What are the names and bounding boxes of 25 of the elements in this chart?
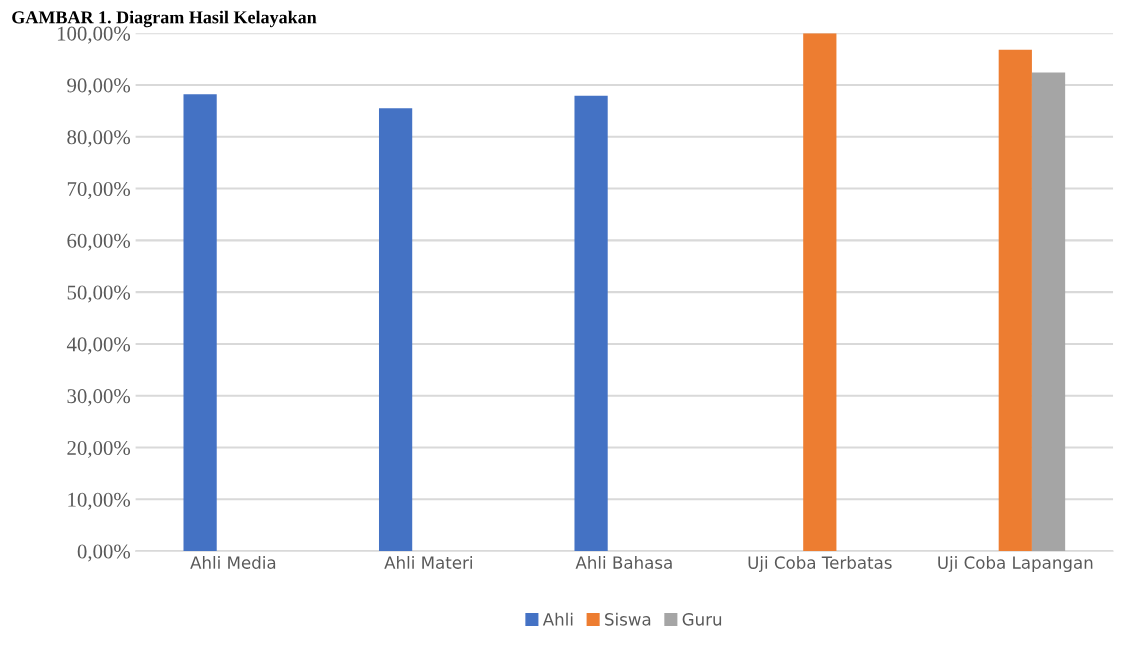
x-tick-label: Ahli Bahasa xyxy=(575,555,672,569)
y-tick-label: 60,00% xyxy=(67,233,131,251)
legend-label: Siswa xyxy=(605,612,651,626)
y-tick-label: 30,00% xyxy=(67,389,131,407)
y-tick-label: 50,00% xyxy=(67,285,131,303)
y-tick-label: 70,00% xyxy=(67,181,131,200)
bar xyxy=(378,108,413,552)
bar xyxy=(183,94,217,552)
x-tick-label: Uji Coba Terbatas xyxy=(748,555,892,573)
bar xyxy=(574,95,608,552)
legend-label: Ahli xyxy=(542,612,573,626)
y-tick-label: 80,00% xyxy=(67,130,131,148)
y-tick-label: 0,00% xyxy=(77,544,131,562)
legend-label: Guru xyxy=(682,613,722,626)
y-tick-label: 20,00% xyxy=(67,440,131,458)
x-tick-label: Ahli Media xyxy=(190,555,276,569)
bar xyxy=(803,33,837,552)
y-tick-label: 10,00% xyxy=(68,492,131,510)
bar xyxy=(998,49,1032,552)
bar xyxy=(1031,72,1066,552)
y-tick-label: 40,00% xyxy=(66,337,131,355)
x-tick-label: Ahli Materi xyxy=(384,555,472,569)
y-tick-label: 100,00% xyxy=(57,26,131,44)
x-tick-label: Uji Coba Lapangan xyxy=(938,555,1093,573)
y-tick-label: 90,00% xyxy=(67,78,131,96)
